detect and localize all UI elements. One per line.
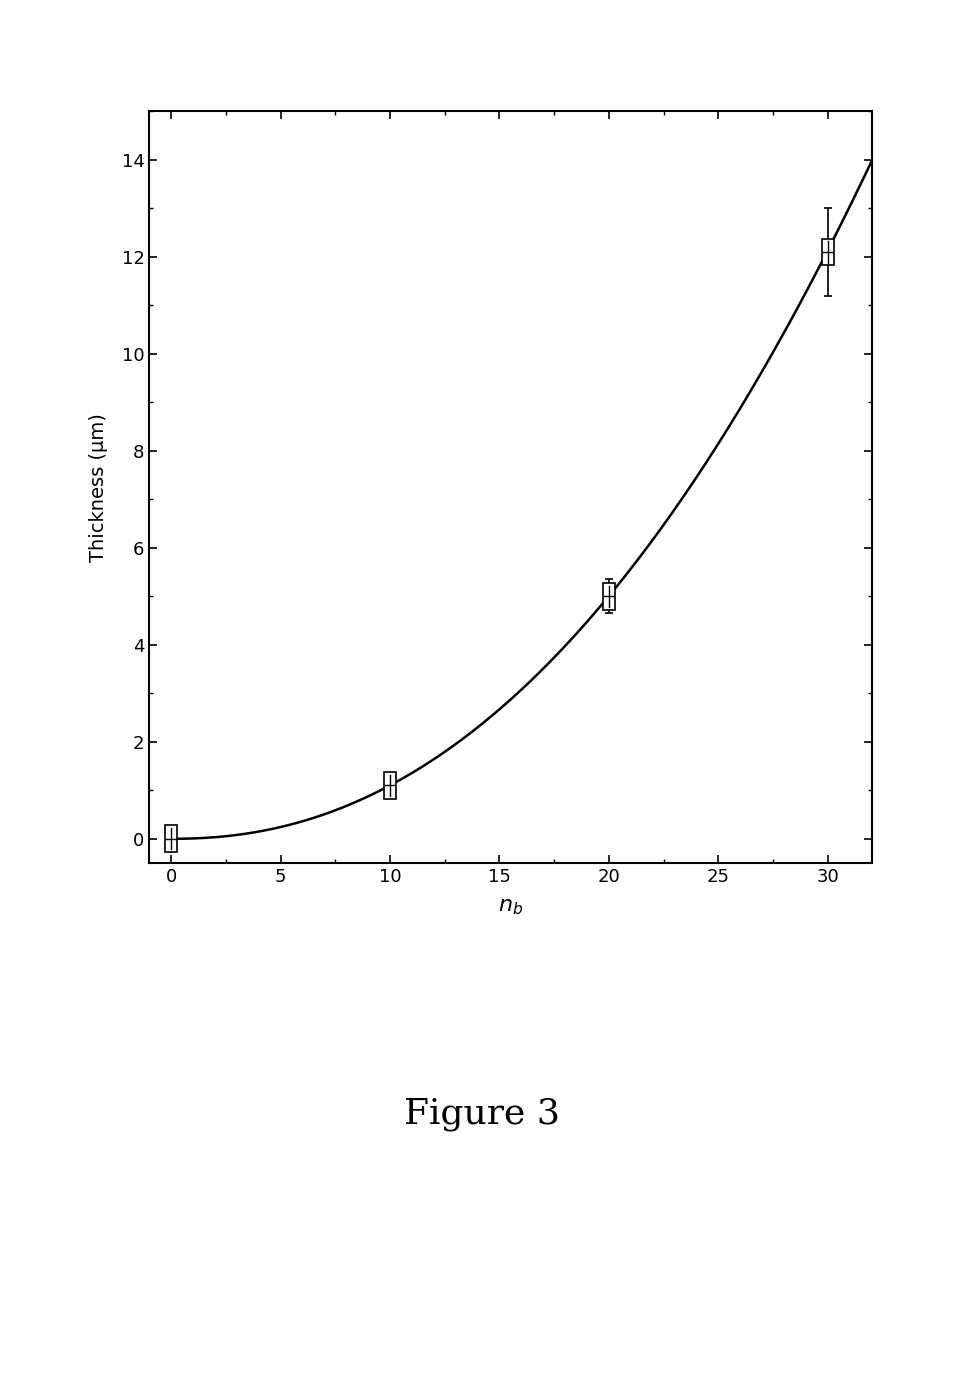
Text: Figure 3: Figure 3	[403, 1097, 560, 1130]
Bar	[384, 773, 396, 799]
Bar	[821, 238, 834, 266]
Bar	[603, 583, 615, 610]
Y-axis label: Thickness (μm): Thickness (μm)	[89, 413, 108, 561]
X-axis label: $n_b$: $n_b$	[498, 896, 523, 917]
Bar	[165, 825, 177, 852]
